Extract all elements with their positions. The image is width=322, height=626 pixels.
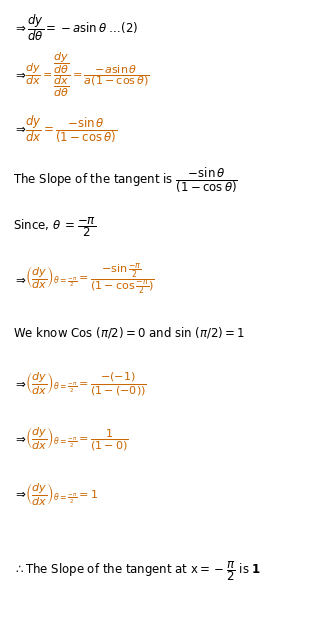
Text: The Slope of the tangent is $\dfrac{-\sin\theta}{(1-\cos\theta)}$: The Slope of the tangent is $\dfrac{-\si… (13, 167, 237, 195)
Text: We know Cos $(\pi/2)=0$ and sin $(\pi/2)=1$: We know Cos $(\pi/2)=0$ and sin $(\pi/2)… (13, 325, 245, 340)
Text: $\Rightarrow$: $\Rightarrow$ (13, 488, 26, 500)
Text: $\Rightarrow$: $\Rightarrow$ (13, 68, 26, 81)
Text: $\left(\dfrac{dy}{dx}\right)_{\theta=\frac{-\pi}{2}}=\dfrac{-(-1)}{(1-(-0))}$: $\left(\dfrac{dy}{dx}\right)_{\theta=\fr… (25, 370, 147, 397)
Text: $\Rightarrow$: $\Rightarrow$ (13, 123, 26, 135)
Text: $\left(\dfrac{dy}{dx}\right)_{\theta=\frac{-\pi}{2}}=\dfrac{1}{(1-0)}$: $\left(\dfrac{dy}{dx}\right)_{\theta=\fr… (25, 425, 129, 452)
Text: $\Rightarrow\dfrac{dy}{d\theta}=-a\sin\theta\;\ldots(2)$: $\Rightarrow\dfrac{dy}{d\theta}=-a\sin\t… (13, 13, 138, 43)
Text: $\left(\dfrac{dy}{dx}\right)_{\theta=\frac{-\pi}{2}}=1$: $\left(\dfrac{dy}{dx}\right)_{\theta=\fr… (25, 481, 99, 507)
Text: $\dfrac{dy}{dx}=\dfrac{-\sin\theta}{(1-\cos\theta)}$: $\dfrac{dy}{dx}=\dfrac{-\sin\theta}{(1-\… (25, 113, 118, 145)
Text: $\dfrac{dy}{dx}=\dfrac{\dfrac{dy}{d\theta}}{\dfrac{dx}{d\theta}}=\dfrac{-a\sin\t: $\dfrac{dy}{dx}=\dfrac{\dfrac{dy}{d\thet… (25, 51, 150, 99)
Text: $\Rightarrow$: $\Rightarrow$ (13, 273, 26, 285)
Text: Since, $\theta\;=\dfrac{-\pi}{2}$: Since, $\theta\;=\dfrac{-\pi}{2}$ (13, 215, 96, 239)
Text: $\Rightarrow$: $\Rightarrow$ (13, 377, 26, 390)
Text: $\left(\dfrac{dy}{dx}\right)_{\theta=\frac{-\pi}{2}}=\dfrac{-\sin\frac{-\pi}{2}}: $\left(\dfrac{dy}{dx}\right)_{\theta=\fr… (25, 262, 155, 297)
Text: $\Rightarrow$: $\Rightarrow$ (13, 433, 26, 445)
Text: $\therefore$The Slope of the tangent at x$=-\dfrac{\pi}{2}$ is $\mathbf{1}$: $\therefore$The Slope of the tangent at … (13, 559, 261, 583)
